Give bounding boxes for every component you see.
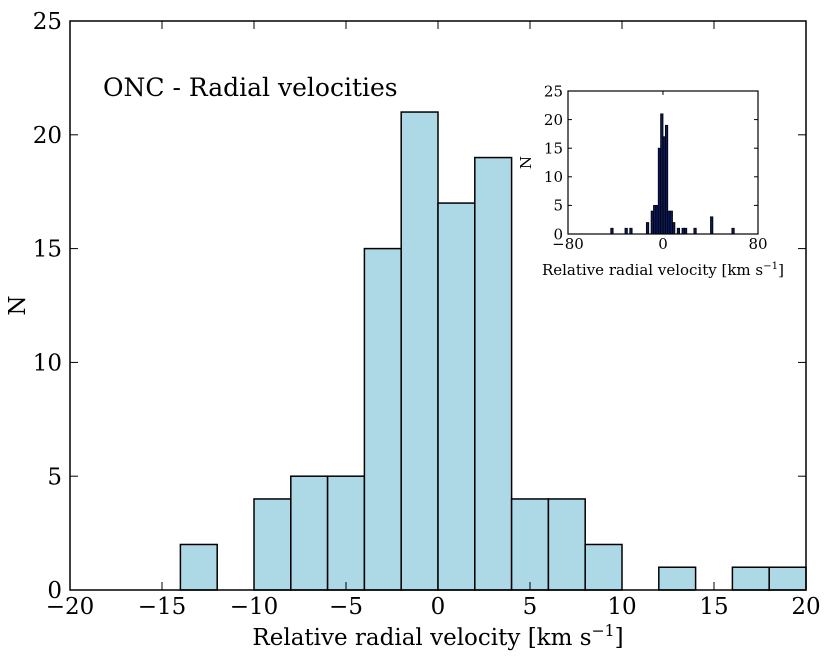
x-tick-label: −80	[552, 235, 584, 253]
histogram-bar	[253, 498, 292, 591]
y-tick-label: 20	[544, 111, 563, 129]
y-tick-label: 5	[553, 197, 563, 215]
histogram-bar	[710, 216, 714, 235]
histogram-bar	[437, 202, 476, 591]
histogram-bar	[474, 156, 513, 591]
histogram-bar	[693, 227, 697, 235]
x-tick-label: −15	[138, 594, 187, 620]
y-tick-label: 25	[33, 9, 62, 35]
y-tick-label: 0	[47, 578, 62, 604]
histogram-bar	[363, 247, 402, 591]
y-tick-label: 20	[33, 123, 62, 149]
y-axis-label: N	[517, 156, 535, 169]
histogram-bar	[400, 111, 439, 591]
histogram-bar	[731, 566, 770, 591]
x-tick-label: 10	[607, 594, 636, 620]
y-tick-label: 15	[544, 139, 563, 157]
x-tick-label: 5	[523, 594, 538, 620]
y-tick-label: 10	[33, 350, 62, 376]
x-tick-label: 0	[431, 594, 446, 620]
x-axis-label-text: Relative radial velocity [km s	[252, 625, 591, 651]
x-axis-label-close: ]	[778, 261, 784, 279]
x-tick-label: 0	[658, 235, 668, 253]
histogram-bar	[645, 222, 650, 235]
x-tick-label: −20	[46, 594, 95, 620]
histogram-bar	[731, 227, 735, 235]
histogram-bar	[768, 566, 807, 591]
histogram-bar	[624, 227, 628, 235]
histogram-bar	[290, 475, 329, 591]
y-tick-label: 5	[47, 464, 62, 490]
histogram-bar	[510, 498, 550, 591]
histogram-bar	[547, 498, 586, 591]
y-tick-label: 10	[544, 168, 563, 186]
plot-annotation: ONC - Radial velocities	[103, 73, 398, 102]
x-axis-label-exponent: −1	[592, 621, 615, 640]
histogram-bar	[672, 222, 676, 235]
y-tick-label: 25	[544, 82, 563, 100]
histogram-bar	[683, 227, 688, 235]
x-axis-label: Relative radial velocity [km s−1]	[542, 261, 784, 279]
x-tick-label: 80	[748, 235, 767, 253]
y-tick-label: 0	[553, 225, 563, 243]
x-tick-label: −5	[329, 594, 363, 620]
histogram-bar	[584, 543, 623, 591]
x-axis-label: Relative radial velocity [km s−1]	[252, 621, 623, 651]
x-axis-label-exponent: −1	[763, 261, 778, 272]
y-tick-label: 15	[33, 237, 62, 263]
histogram-bar	[179, 543, 218, 591]
y-axis-label: N	[5, 295, 31, 315]
histogram-bar	[658, 566, 697, 591]
x-tick-label: 20	[791, 594, 820, 620]
histogram-bar	[676, 227, 681, 235]
x-axis-label-close: ]	[615, 625, 624, 651]
histogram-bar	[610, 227, 614, 235]
x-axis-label-text: Relative radial velocity [km s	[542, 261, 763, 279]
histogram-bar	[326, 475, 366, 591]
x-tick-label: 15	[699, 594, 728, 620]
x-tick-label: −10	[230, 594, 279, 620]
histogram-bar	[629, 227, 633, 235]
